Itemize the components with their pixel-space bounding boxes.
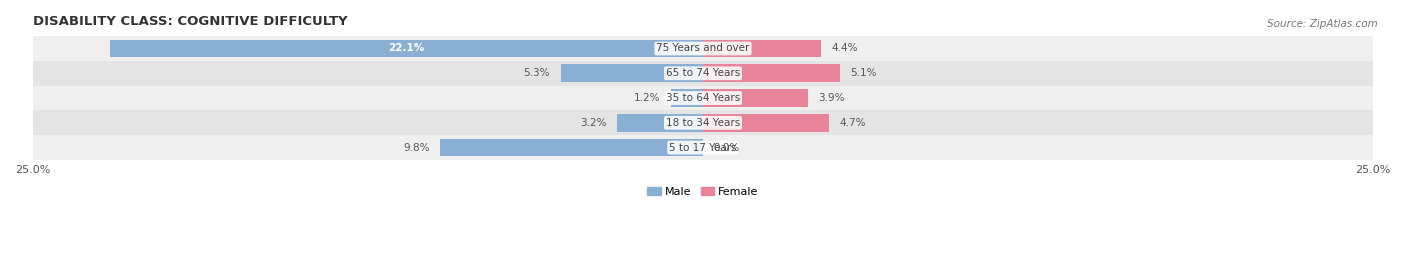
Text: 5 to 17 Years: 5 to 17 Years xyxy=(669,143,737,153)
Text: 18 to 34 Years: 18 to 34 Years xyxy=(666,118,740,128)
Legend: Male, Female: Male, Female xyxy=(643,183,763,201)
Text: 75 Years and over: 75 Years and over xyxy=(657,43,749,53)
Bar xyxy=(703,89,807,107)
Text: 22.1%: 22.1% xyxy=(388,43,425,53)
Text: 9.8%: 9.8% xyxy=(404,143,429,153)
Text: 65 to 74 Years: 65 to 74 Years xyxy=(666,68,740,78)
Bar xyxy=(440,139,703,157)
Text: DISABILITY CLASS: COGNITIVE DIFFICULTY: DISABILITY CLASS: COGNITIVE DIFFICULTY xyxy=(32,15,347,28)
Text: 5.3%: 5.3% xyxy=(523,68,550,78)
Text: 0.0%: 0.0% xyxy=(714,143,740,153)
Text: 4.4%: 4.4% xyxy=(832,43,858,53)
Bar xyxy=(111,40,703,58)
Bar xyxy=(703,64,839,82)
Bar xyxy=(671,89,703,107)
Bar xyxy=(703,114,830,132)
Bar xyxy=(32,86,1374,110)
Text: 3.9%: 3.9% xyxy=(818,93,845,103)
Bar xyxy=(617,114,703,132)
Text: 3.2%: 3.2% xyxy=(579,118,606,128)
Bar xyxy=(32,110,1374,135)
Text: Source: ZipAtlas.com: Source: ZipAtlas.com xyxy=(1267,19,1378,29)
Bar xyxy=(32,61,1374,86)
Text: 5.1%: 5.1% xyxy=(851,68,877,78)
Bar xyxy=(561,64,703,82)
Bar xyxy=(32,135,1374,160)
Bar xyxy=(32,36,1374,61)
Text: 1.2%: 1.2% xyxy=(634,93,659,103)
Bar xyxy=(703,40,821,58)
Text: 4.7%: 4.7% xyxy=(839,118,866,128)
Text: 35 to 64 Years: 35 to 64 Years xyxy=(666,93,740,103)
